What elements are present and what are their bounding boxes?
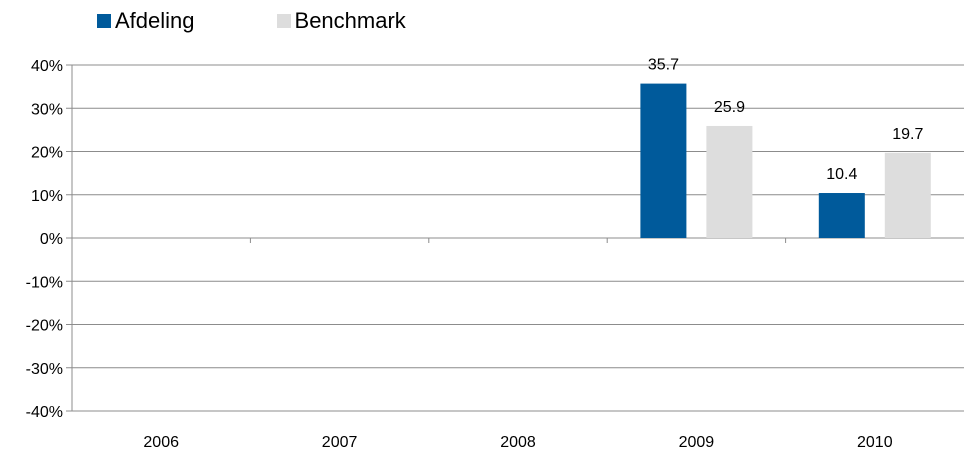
y-tick-label: 0% xyxy=(40,231,63,248)
legend-swatch-benchmark xyxy=(276,14,291,28)
x-tick-label: 2009 xyxy=(679,434,715,451)
legend-label-afdeling: Afdeling xyxy=(115,8,195,33)
data-label: 25.9 xyxy=(714,99,745,116)
legend-item-benchmark: Benchmark xyxy=(276,8,406,34)
data-label: 35.7 xyxy=(648,57,679,74)
y-tick-label: -30% xyxy=(26,361,63,378)
bar-afdeling-2010 xyxy=(818,193,865,238)
x-tick-label: 2010 xyxy=(857,434,893,451)
bar-benchmark-2010 xyxy=(884,152,931,238)
legend-swatch-afdeling xyxy=(97,14,111,28)
x-tick-label: 2007 xyxy=(322,434,358,451)
y-tick-label: 30% xyxy=(31,101,63,118)
y-tick-label: 40% xyxy=(31,58,63,75)
x-tick-label: 2008 xyxy=(500,434,536,451)
legend-label-benchmark: Benchmark xyxy=(294,8,406,33)
y-tick-label: 10% xyxy=(31,188,63,205)
y-tick-label: 20% xyxy=(31,145,63,162)
data-label: 19.7 xyxy=(892,126,923,143)
y-tick-label: -10% xyxy=(26,274,63,291)
y-tick-label: -40% xyxy=(26,404,63,421)
x-tick-label: 2006 xyxy=(143,434,179,451)
legend: Afdeling Benchmark xyxy=(97,8,488,34)
y-tick-label: -20% xyxy=(26,318,63,335)
data-label: 10.4 xyxy=(826,166,857,183)
bar-afdeling-2009 xyxy=(640,83,687,238)
legend-item-afdeling: Afdeling xyxy=(97,8,195,34)
bar-benchmark-2009 xyxy=(706,125,753,238)
